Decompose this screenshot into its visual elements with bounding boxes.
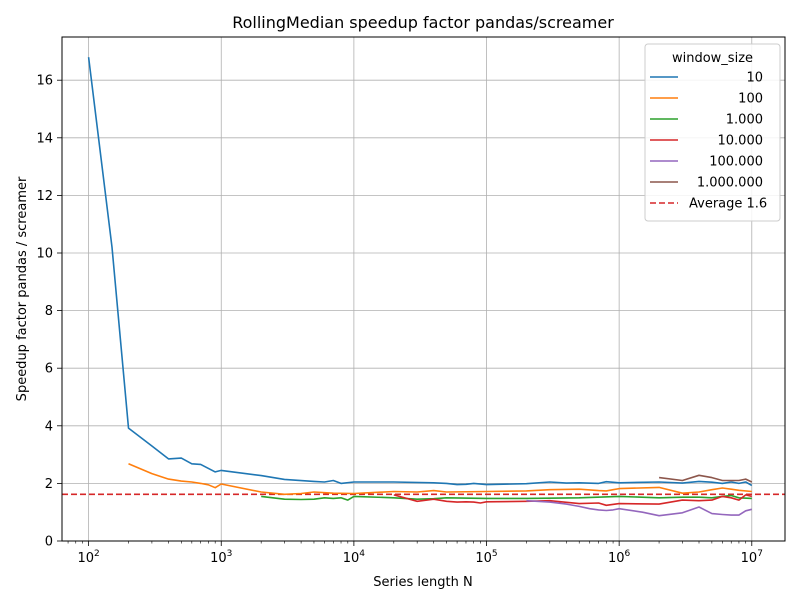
- legend-label: 1.000: [726, 113, 763, 128]
- series-line-10: [87, 57, 753, 487]
- x-tick-label: 103: [210, 549, 232, 566]
- y-tick-label: 4: [45, 419, 53, 434]
- y-tick-label: 6: [45, 362, 53, 377]
- legend: window_size 10 100 1.000 10.000 100.000 1.000.…: [644, 43, 781, 222]
- x-tick-label: 105: [475, 549, 497, 566]
- y-tick-label: 14: [36, 131, 53, 146]
- legend-box: [644, 43, 781, 222]
- x-axis-ticks: 102 103 104 105 106 107: [67, 541, 763, 566]
- x-tick-label: 107: [741, 549, 763, 566]
- y-axis-ticks: 0 2 4 6 8 10 12 14 16: [36, 74, 62, 550]
- series-line-10.000: [393, 494, 752, 507]
- series-group: [87, 57, 753, 517]
- x-axis-label: Series length N: [373, 575, 472, 590]
- y-tick-label: 10: [36, 247, 53, 262]
- legend-label: 100: [738, 92, 763, 107]
- legend-label-average: Average 1.6: [689, 197, 767, 212]
- series-line-1.000: [261, 494, 752, 501]
- y-tick-label: 0: [45, 535, 53, 550]
- x-tick-label: 102: [77, 549, 99, 566]
- legend-label: 1.000.000: [697, 176, 763, 191]
- chart-title: RollingMedian speedup factor pandas/scre…: [232, 13, 614, 32]
- y-axis-label: Speedup factor pandas / screamer: [15, 176, 30, 401]
- legend-title: window_size: [672, 51, 753, 66]
- y-tick-label: 2: [45, 477, 53, 492]
- y-tick-label: 12: [36, 189, 53, 204]
- series-line-1.000.000: [659, 474, 753, 483]
- y-tick-label: 16: [36, 74, 53, 89]
- legend-label: 10.000: [718, 134, 764, 149]
- x-tick-label: 106: [608, 549, 631, 566]
- x-tick-label: 104: [343, 549, 366, 566]
- legend-label: 100.000: [709, 155, 763, 170]
- series-line-100: [128, 463, 752, 496]
- legend-label: 10: [746, 71, 763, 86]
- series-line-100.000: [526, 499, 752, 517]
- y-tick-label: 8: [45, 304, 53, 319]
- plot-frame: [61, 36, 786, 542]
